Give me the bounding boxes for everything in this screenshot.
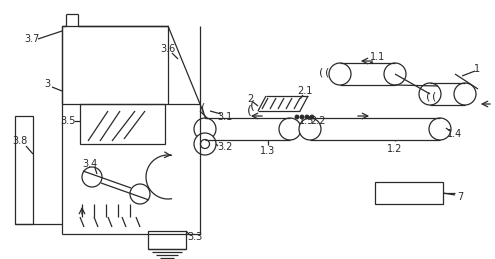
Text: 3.3: 3.3 (188, 232, 202, 242)
Circle shape (384, 63, 406, 85)
Text: (: ( (201, 102, 205, 112)
Circle shape (299, 118, 321, 140)
Text: 3.4: 3.4 (82, 159, 98, 169)
Text: 1.1: 1.1 (370, 52, 386, 62)
Text: 3.1: 3.1 (217, 112, 233, 122)
Circle shape (454, 83, 476, 105)
Circle shape (329, 63, 351, 85)
Text: (: ( (319, 67, 323, 77)
Circle shape (279, 118, 301, 140)
Text: 3.6: 3.6 (160, 44, 176, 54)
Text: 1.4: 1.4 (447, 129, 463, 139)
Bar (15, 116, 33, 224)
Bar (80, 104, 165, 144)
Text: 1.2: 1.2 (387, 144, 403, 154)
Text: 3.5: 3.5 (60, 116, 76, 126)
Text: 1.3: 1.3 (260, 146, 276, 156)
Circle shape (194, 118, 216, 140)
Text: 3.2: 3.2 (217, 142, 233, 152)
Circle shape (295, 115, 299, 119)
Circle shape (429, 118, 451, 140)
Circle shape (419, 83, 441, 105)
Text: 3.7: 3.7 (24, 34, 40, 44)
Text: (: ( (325, 67, 329, 77)
Text: 3.8: 3.8 (12, 136, 28, 146)
Circle shape (305, 115, 309, 119)
Circle shape (82, 167, 102, 187)
Text: 2.2: 2.2 (310, 116, 326, 126)
Text: 2: 2 (247, 94, 253, 104)
Text: (: ( (247, 104, 251, 118)
Circle shape (194, 133, 216, 155)
Circle shape (310, 115, 314, 119)
Text: 1.5: 1.5 (299, 116, 315, 126)
Text: 2.1: 2.1 (297, 86, 313, 96)
Text: (: ( (426, 91, 430, 101)
Text: (: ( (249, 99, 254, 112)
Text: 7: 7 (457, 192, 463, 202)
Circle shape (130, 184, 150, 204)
Bar (375, 182, 443, 204)
Text: (: ( (432, 91, 436, 101)
Text: 1: 1 (474, 64, 480, 74)
Circle shape (300, 115, 304, 119)
Circle shape (200, 140, 209, 148)
Text: 3: 3 (44, 79, 50, 89)
Bar (148, 231, 186, 249)
